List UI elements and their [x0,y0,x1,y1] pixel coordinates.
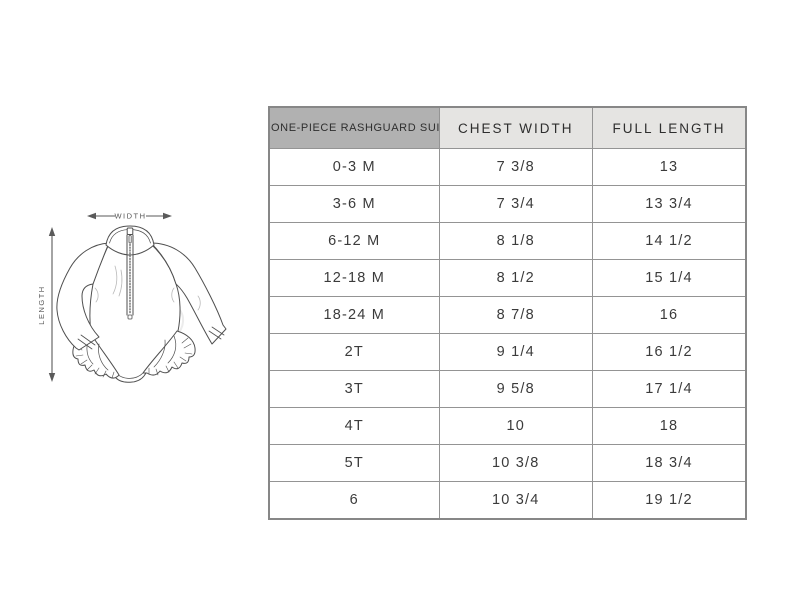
zipper [126,227,134,320]
full-length-cell: 13 [592,148,747,186]
size-chart-table: ONE-PIECE RASHGUARD SUIT CHEST WIDTH FUL… [268,106,747,520]
table-row: 2T 9 1/4 16 1/2 [268,333,747,371]
full-length-cell: 19 1/2 [592,481,747,520]
size-cell: 6-12 M [268,222,440,260]
right-sleeve [150,242,227,345]
size-cell: 4T [268,407,440,445]
chest-width-cell: 7 3/4 [438,185,593,223]
left-sleeve [56,242,110,351]
size-cell: 3T [268,370,440,408]
full-length-cell: 14 1/2 [592,222,747,260]
length-arrow: LENGTH [37,227,56,382]
length-label: LENGTH [37,285,46,324]
col-header-full-length: FULL LENGTH [592,106,747,149]
chest-width-cell: 9 1/4 [438,333,593,371]
table-row: 18-24 M 8 7/8 16 [268,296,747,334]
chest-width-cell: 8 1/8 [438,222,593,260]
chest-width-cell: 10 3/8 [438,444,593,482]
table-row: 3T 9 5/8 17 1/4 [268,370,747,408]
full-length-cell: 13 3/4 [592,185,747,223]
table-row: 6-12 M 8 1/8 14 1/2 [268,222,747,260]
header-row: ONE-PIECE RASHGUARD SUIT CHEST WIDTH FUL… [268,106,747,149]
size-cell: 5T [268,444,440,482]
full-length-cell: 16 [592,296,747,334]
size-cell: 2T [268,333,440,371]
size-cell: 6 [268,481,440,520]
chest-width-cell: 9 5/8 [438,370,593,408]
width-arrow: WIDTH [87,212,172,221]
table-row: 3-6 M 7 3/4 13 3/4 [268,185,747,223]
table-row: 0-3 M 7 3/8 13 [268,148,747,186]
chest-width-cell: 7 3/8 [438,148,593,186]
size-cell: 3-6 M [268,185,440,223]
full-length-cell: 17 1/4 [592,370,747,408]
garment-outline [56,225,227,383]
size-cell: 0-3 M [268,148,440,186]
full-length-cell: 16 1/2 [592,333,747,371]
chest-width-cell: 8 7/8 [438,296,593,334]
col-header-size: ONE-PIECE RASHGUARD SUIT [268,106,440,149]
full-length-cell: 18 [592,407,747,445]
size-cell: 12-18 M [268,259,440,297]
right-hip-ruffle [142,330,196,376]
table-row: 6 10 3/4 19 1/2 [268,481,747,520]
chest-width-cell: 10 3/4 [438,481,593,520]
rashguard-illustration: WIDTH LENGTH [37,212,227,383]
table-row: 4T 10 18 [268,407,747,445]
full-length-cell: 15 1/4 [592,259,747,297]
table-row: 5T 10 3/8 18 3/4 [268,444,747,482]
table-row: 12-18 M 8 1/2 15 1/4 [268,259,747,297]
chest-width-cell: 10 [438,407,593,445]
chest-width-cell: 8 1/2 [438,259,593,297]
width-label: WIDTH [114,212,146,221]
full-length-cell: 18 3/4 [592,444,747,482]
wrinkle-lines [94,265,201,311]
col-header-chest-width: CHEST WIDTH [438,106,593,149]
size-cell: 18-24 M [268,296,440,334]
